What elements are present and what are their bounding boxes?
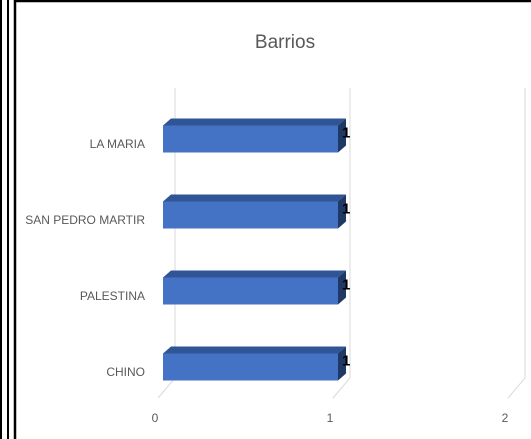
data-label: 1 (342, 200, 350, 217)
bar-side (338, 270, 346, 305)
bar (163, 353, 338, 381)
x-tick-label: 2 (502, 411, 509, 425)
category-label: PALESTINA (80, 289, 145, 303)
data-label: 1 (342, 276, 350, 293)
category-label: SAN PEDRO MARTIR (25, 213, 145, 227)
category-label: LA MARIA (90, 137, 145, 151)
bar-side (338, 346, 346, 381)
bar (163, 125, 338, 153)
grid-line (507, 88, 526, 399)
bar-side (338, 118, 346, 153)
grid-line (332, 88, 351, 399)
x-tick-label: 0 (152, 411, 159, 425)
chart-title: Barrios (255, 32, 315, 53)
category-label: CHINO (106, 365, 145, 379)
data-label: 1 (342, 352, 350, 369)
bar-top (163, 118, 346, 126)
bar (163, 277, 338, 305)
side-panel-border (0, 0, 9, 439)
x-tick-label: 1 (327, 411, 334, 425)
bar-top (163, 194, 346, 202)
chart-frame (13, 0, 531, 439)
data-label: 1 (342, 124, 350, 141)
bar (163, 201, 338, 229)
bar-top (163, 346, 346, 354)
bar-side (338, 194, 346, 229)
bar-top (163, 270, 346, 278)
